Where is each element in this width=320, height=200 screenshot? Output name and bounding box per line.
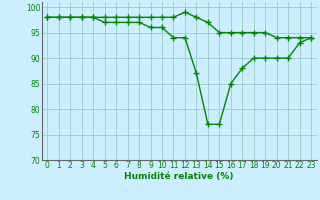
X-axis label: Humidité relative (%): Humidité relative (%) xyxy=(124,172,234,181)
